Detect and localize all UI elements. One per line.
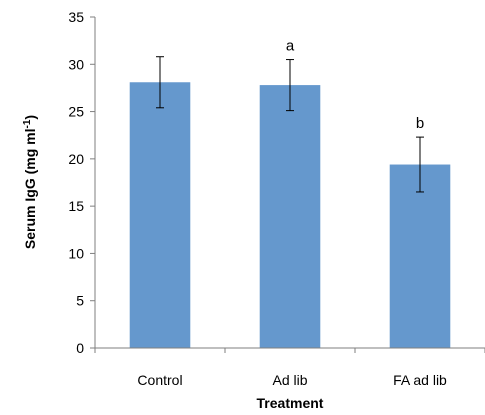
x-axis-title: Treatment: [257, 395, 324, 411]
y-tick-label: 5: [76, 293, 84, 309]
significance-label: b: [416, 115, 424, 132]
y-tick-label: 20: [68, 151, 84, 167]
bars-group: [129, 82, 451, 349]
x-tick-label: Control: [137, 372, 182, 388]
annotations-group: ab: [286, 38, 424, 133]
bar: [259, 85, 321, 348]
y-tick-label: 30: [68, 56, 84, 72]
y-tick-label: 25: [68, 104, 84, 120]
x-ticks-group: Control Ad lib FA ad lib: [94, 348, 485, 388]
x-tick-label: Ad lib: [272, 372, 307, 388]
y-tick-label: 0: [76, 340, 84, 356]
y-axis-title-close: ): [22, 115, 38, 120]
significance-label: a: [286, 38, 295, 55]
y-tick-label: 10: [68, 245, 84, 261]
y-ticks-group: 0 5 10 15 20 25 30 35: [68, 9, 95, 356]
y-axis-title: Serum IgG (mg ml-1): [22, 115, 39, 249]
y-axis-title-sup: -1: [22, 119, 33, 128]
error-bars-group: [156, 56, 424, 193]
y-tick-label: 35: [68, 9, 84, 25]
x-tick-label: FA ad lib: [393, 372, 447, 388]
bar: [129, 82, 191, 349]
y-tick-label: 15: [68, 198, 84, 214]
y-axis-title-main: Serum IgG (mg ml: [22, 129, 38, 250]
bar: [389, 164, 451, 348]
